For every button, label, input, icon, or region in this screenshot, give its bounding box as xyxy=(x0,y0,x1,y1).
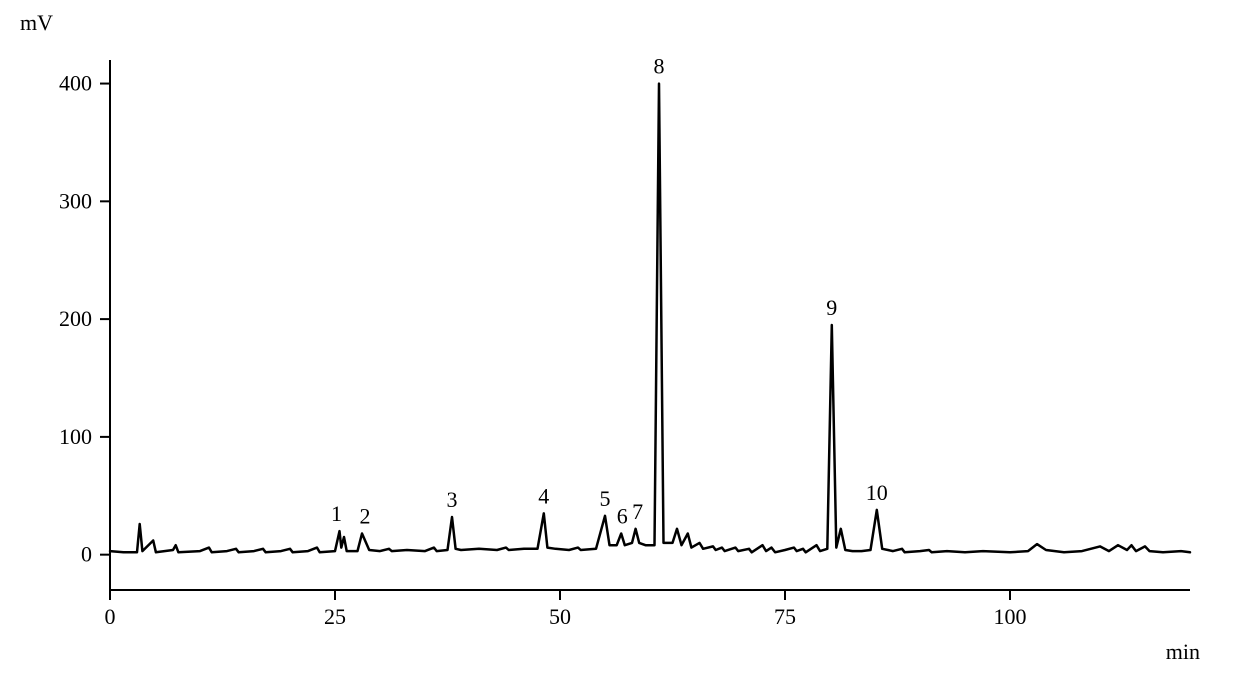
svg-text:0: 0 xyxy=(105,604,116,629)
chromatogram-trace xyxy=(110,84,1190,553)
peak-label-7: 7 xyxy=(632,499,643,524)
plot-svg: 0 25 50 75 100 0 100 200 300 400 12 3 4 567 8 9 10 xyxy=(0,0,1240,675)
svg-text:75: 75 xyxy=(774,604,796,629)
peak-label-3: 3 xyxy=(447,487,458,512)
svg-text:100: 100 xyxy=(59,424,92,449)
peak-label-10: 10 xyxy=(866,480,888,505)
peak-label-4: 4 xyxy=(538,483,549,508)
svg-text:100: 100 xyxy=(994,604,1027,629)
peak-label-5: 5 xyxy=(600,486,611,511)
peak-label-2: 2 xyxy=(360,503,371,528)
svg-text:25: 25 xyxy=(324,604,346,629)
svg-text:200: 200 xyxy=(59,306,92,331)
peak-label-8: 8 xyxy=(654,54,665,79)
peak-label-9: 9 xyxy=(826,295,837,320)
chromatogram-chart: mV min 025507510001002003004001234567891… xyxy=(0,0,1240,675)
peak-label-6: 6 xyxy=(617,503,628,528)
peak-label-1: 1 xyxy=(331,501,342,526)
svg-text:50: 50 xyxy=(549,604,571,629)
svg-text:300: 300 xyxy=(59,188,92,213)
svg-text:0: 0 xyxy=(81,542,92,567)
svg-text:400: 400 xyxy=(59,71,92,96)
